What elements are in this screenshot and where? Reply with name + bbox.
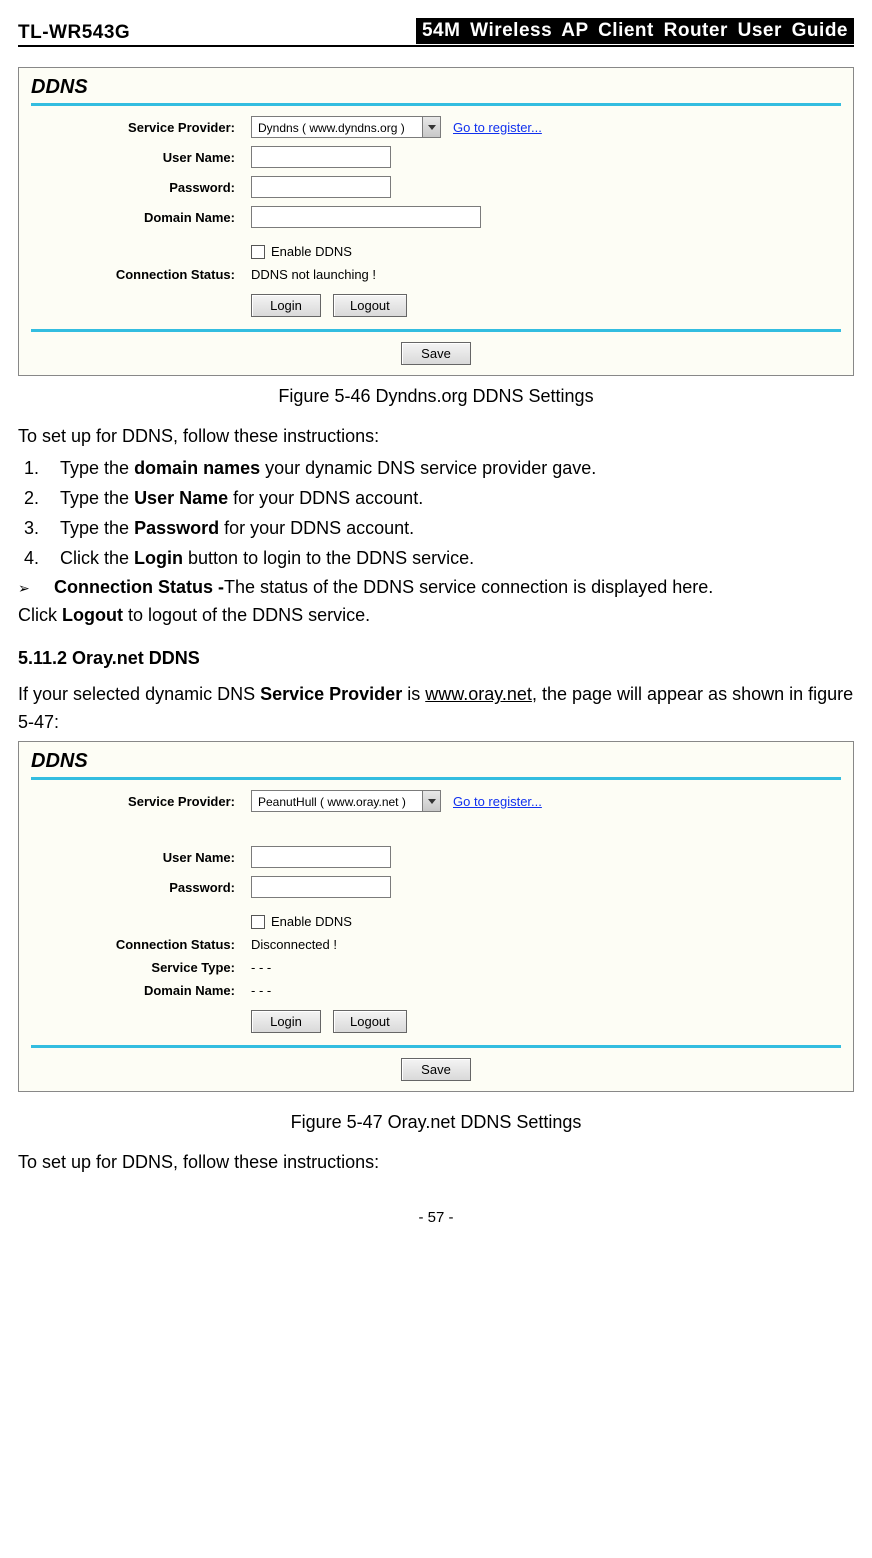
user-name-label: User Name: xyxy=(31,150,251,165)
step-4: Click the Login button to login to the D… xyxy=(60,545,474,573)
logout-button[interactable]: Logout xyxy=(333,294,407,317)
service-provider-select[interactable]: PeanutHull ( www.oray.net ) xyxy=(251,790,441,812)
service-type-value: - - - xyxy=(251,960,271,975)
user-name-input[interactable] xyxy=(251,846,391,868)
divider-top xyxy=(31,103,841,106)
instruction-list-1: 1.Type the domain names your dynamic DNS… xyxy=(18,455,854,573)
save-button[interactable]: Save xyxy=(401,1058,471,1081)
user-name-label: User Name: xyxy=(31,850,251,865)
divider-bottom xyxy=(31,1045,841,1048)
figure-caption-2: Figure 5-47 Oray.net DDNS Settings xyxy=(18,1112,854,1133)
page-number: - 57 - xyxy=(18,1209,854,1226)
connection-status-label: Connection Status: xyxy=(31,267,251,282)
service-type-label: Service Type: xyxy=(31,960,251,975)
save-button[interactable]: Save xyxy=(401,342,471,365)
service-provider-label: Service Provider: xyxy=(31,120,251,135)
panel-title: DDNS xyxy=(31,750,841,773)
model-number: TL-WR543G xyxy=(18,22,130,44)
service-provider-value: Dyndns ( www.dyndns.org ) xyxy=(252,117,422,137)
service-provider-value: PeanutHull ( www.oray.net ) xyxy=(252,791,422,811)
arrow-icon: ➢ xyxy=(18,574,54,602)
enable-ddns-checkbox[interactable] xyxy=(251,245,265,259)
service-provider-select[interactable]: Dyndns ( www.dyndns.org ) xyxy=(251,116,441,138)
login-button[interactable]: Login xyxy=(251,1010,321,1033)
figure-caption-1: Figure 5-46 Dyndns.org DDNS Settings xyxy=(18,386,854,407)
instructions-intro-2: To set up for DDNS, follow these instruc… xyxy=(18,1149,854,1177)
service-provider-label: Service Provider: xyxy=(31,794,251,809)
enable-ddns-label: Enable DDNS xyxy=(271,914,352,929)
instructions-intro-1: To set up for DDNS, follow these instruc… xyxy=(18,423,854,451)
logout-button[interactable]: Logout xyxy=(333,1010,407,1033)
oray-intro-paragraph: If your selected dynamic DNS Service Pro… xyxy=(18,681,854,737)
enable-ddns-label: Enable DDNS xyxy=(271,244,352,259)
step-2: Type the User Name for your DDNS account… xyxy=(60,485,423,513)
go-to-register-link[interactable]: Go to register... xyxy=(453,794,542,809)
password-input[interactable] xyxy=(251,876,391,898)
ddns-screenshot-dyndns: DDNS Service Provider: Dyndns ( www.dynd… xyxy=(18,67,854,376)
password-label: Password: xyxy=(31,180,251,195)
step-3: Type the Password for your DDNS account. xyxy=(60,515,414,543)
domain-name-value: - - - xyxy=(251,983,271,998)
connection-status-label: Connection Status: xyxy=(31,937,251,952)
divider-bottom xyxy=(31,329,841,332)
logout-paragraph: Click Logout to logout of the DDNS servi… xyxy=(18,602,854,630)
domain-name-label: Domain Name: xyxy=(31,983,251,998)
user-name-input[interactable] xyxy=(251,146,391,168)
password-label: Password: xyxy=(31,880,251,895)
connection-status-bullet: ➢ Connection Status -The status of the D… xyxy=(18,574,854,602)
panel-title: DDNS xyxy=(31,76,841,99)
step-1: Type the domain names your dynamic DNS s… xyxy=(60,455,596,483)
section-heading: 5.11.2 Oray.net DDNS xyxy=(18,648,854,669)
password-input[interactable] xyxy=(251,176,391,198)
connection-status-value: DDNS not launching ! xyxy=(251,267,376,282)
ddns-screenshot-oray: DDNS Service Provider: PeanutHull ( www.… xyxy=(18,741,854,1092)
connection-status-value: Disconnected ! xyxy=(251,937,337,952)
domain-name-input[interactable] xyxy=(251,206,481,228)
guide-title: 54M Wireless AP Client Router User Guide xyxy=(416,18,854,44)
domain-name-label: Domain Name: xyxy=(31,210,251,225)
chevron-down-icon[interactable] xyxy=(422,117,440,137)
login-button[interactable]: Login xyxy=(251,294,321,317)
chevron-down-icon[interactable] xyxy=(422,791,440,811)
go-to-register-link[interactable]: Go to register... xyxy=(453,120,542,135)
enable-ddns-checkbox[interactable] xyxy=(251,915,265,929)
page-header: TL-WR543G 54M Wireless AP Client Router … xyxy=(18,18,854,47)
divider-top xyxy=(31,777,841,780)
